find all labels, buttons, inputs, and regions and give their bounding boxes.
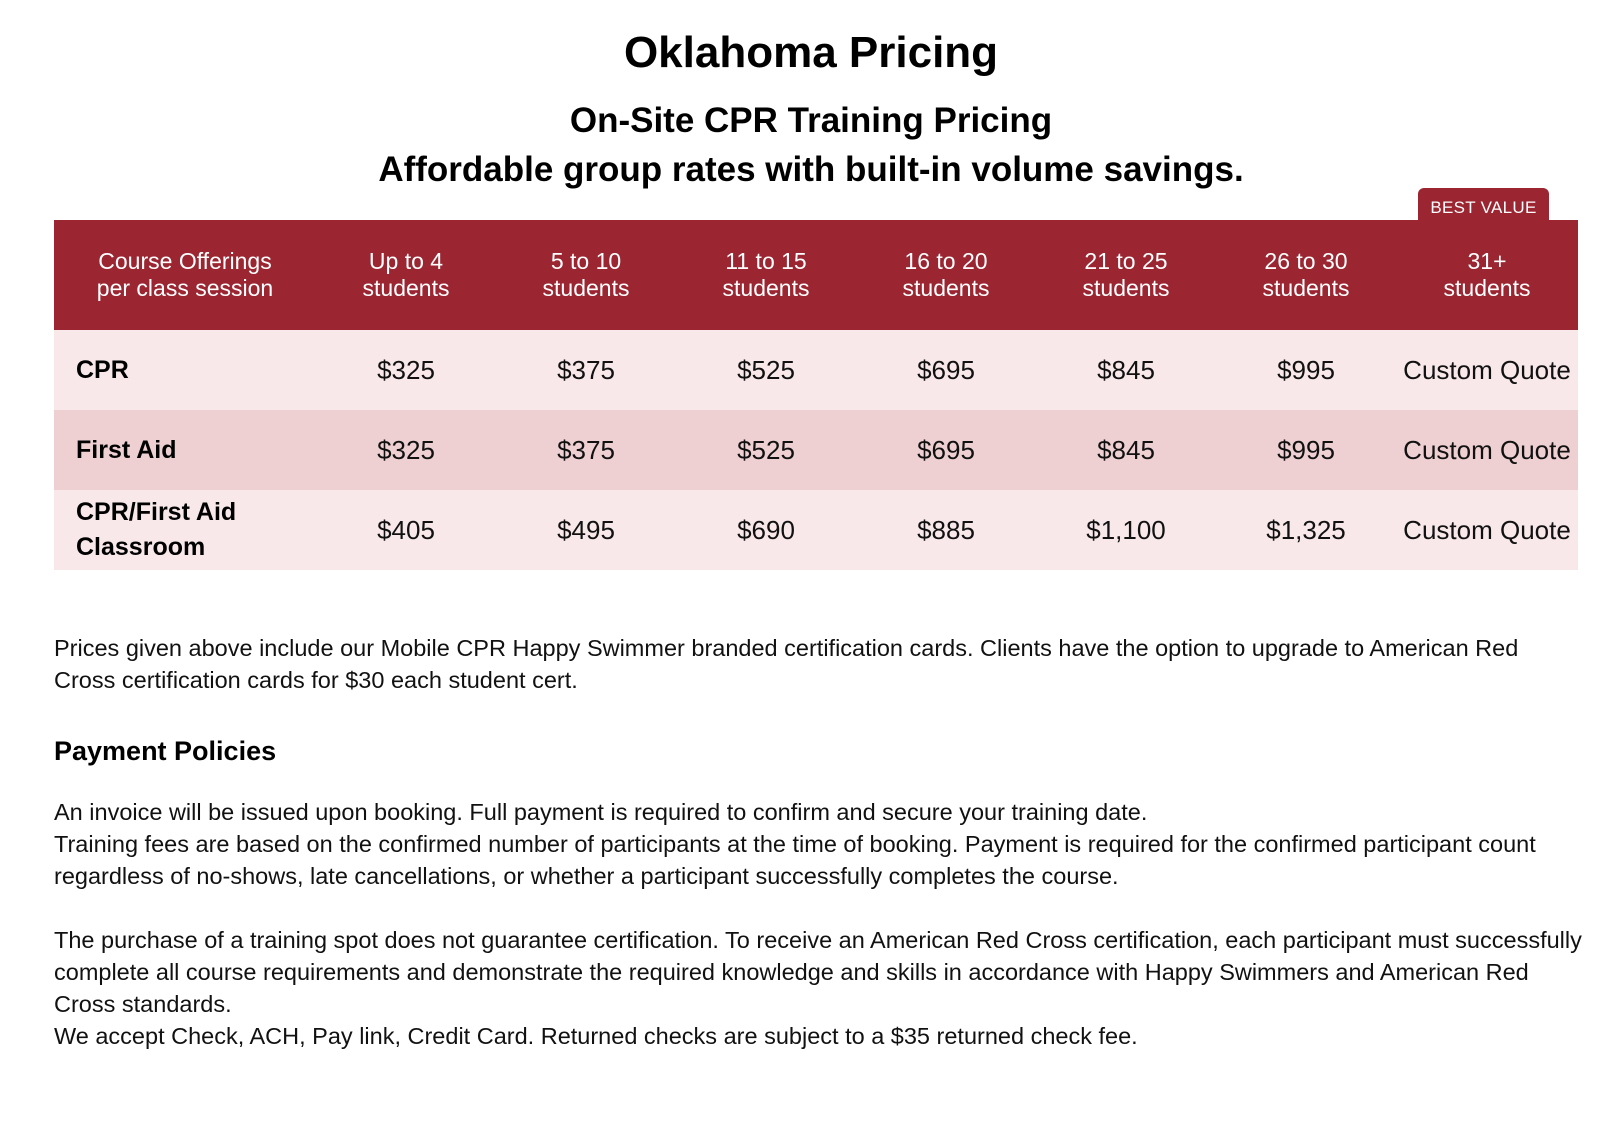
- price-cell-custom-quote: Custom Quote: [1403, 514, 1571, 545]
- price-cell: $995: [1277, 434, 1335, 465]
- price-cell: $885: [917, 514, 975, 545]
- price-cell: $845: [1097, 354, 1155, 385]
- price-cell: $690: [737, 514, 795, 545]
- pricing-table-header: Course Offerings per class session Up to…: [54, 220, 1578, 330]
- table-row-cpr-first-aid-classroom: CPR/First Aid Classroom $405 $495 $690 $…: [54, 490, 1578, 570]
- policy-paragraph: Training fees are based on the confirmed…: [54, 831, 1536, 889]
- page-title: Oklahoma Pricing: [623, 28, 999, 77]
- header-11-to-15: 11 to 15 students: [722, 248, 810, 301]
- price-cell: $375: [557, 354, 615, 385]
- header-16-to-20: 16 to 20 students: [902, 248, 990, 301]
- table-row-cpr: CPR $325 $375 $525 $695 $845 $995 Custom…: [54, 330, 1578, 410]
- page-tagline: Affordable group rates with built-in vol…: [378, 150, 1244, 189]
- price-cell: $695: [917, 354, 975, 385]
- policy-paragraph: The purchase of a training spot does not…: [54, 927, 1582, 1017]
- page-subtitle: On-Site CPR Training Pricing: [569, 101, 1053, 140]
- course-name: First Aid: [76, 435, 177, 464]
- header-up-to-4: Up to 4 students: [362, 248, 450, 301]
- pricing-note: Prices given above include our Mobile CP…: [54, 635, 1519, 693]
- table-row-first-aid: First Aid $325 $375 $525 $695 $845 $995 …: [54, 410, 1578, 490]
- price-cell: $325: [377, 434, 435, 465]
- policy-paragraph: We accept Check, ACH, Pay link, Credit C…: [54, 1023, 1138, 1049]
- header-21-to-25: 21 to 25 students: [1082, 248, 1170, 301]
- price-cell: $845: [1097, 434, 1155, 465]
- price-cell-custom-quote: Custom Quote: [1403, 354, 1571, 385]
- price-cell: $1,325: [1266, 514, 1346, 545]
- price-cell: $695: [917, 434, 975, 465]
- price-cell: $325: [377, 354, 435, 385]
- price-cell: $525: [737, 354, 795, 385]
- payment-policies-heading: Payment Policies: [54, 736, 277, 766]
- pricing-table: Course Offerings per class session Up to…: [54, 220, 1578, 570]
- price-cell: $525: [737, 434, 795, 465]
- header-5-to-10: 5 to 10 students: [542, 248, 630, 301]
- price-cell: $995: [1277, 354, 1335, 385]
- price-cell: $495: [557, 514, 615, 545]
- course-name: CPR/First Aid Classroom: [76, 498, 237, 561]
- paragraph-spacer: [54, 892, 1584, 924]
- course-name: CPR: [76, 355, 129, 384]
- policy-paragraph: An invoice will be issued upon booking. …: [54, 799, 1148, 825]
- header-31-plus: 31+ students: [1443, 248, 1531, 301]
- header-26-to-30: 26 to 30 students: [1262, 248, 1350, 301]
- price-cell: $405: [377, 514, 435, 545]
- price-cell-custom-quote: Custom Quote: [1403, 434, 1571, 465]
- price-cell: $375: [557, 434, 615, 465]
- payment-policies-text: An invoice will be issued upon booking. …: [54, 796, 1584, 1052]
- header-course-offerings: Course Offerings per class session: [96, 248, 274, 301]
- price-cell: $1,100: [1086, 514, 1166, 545]
